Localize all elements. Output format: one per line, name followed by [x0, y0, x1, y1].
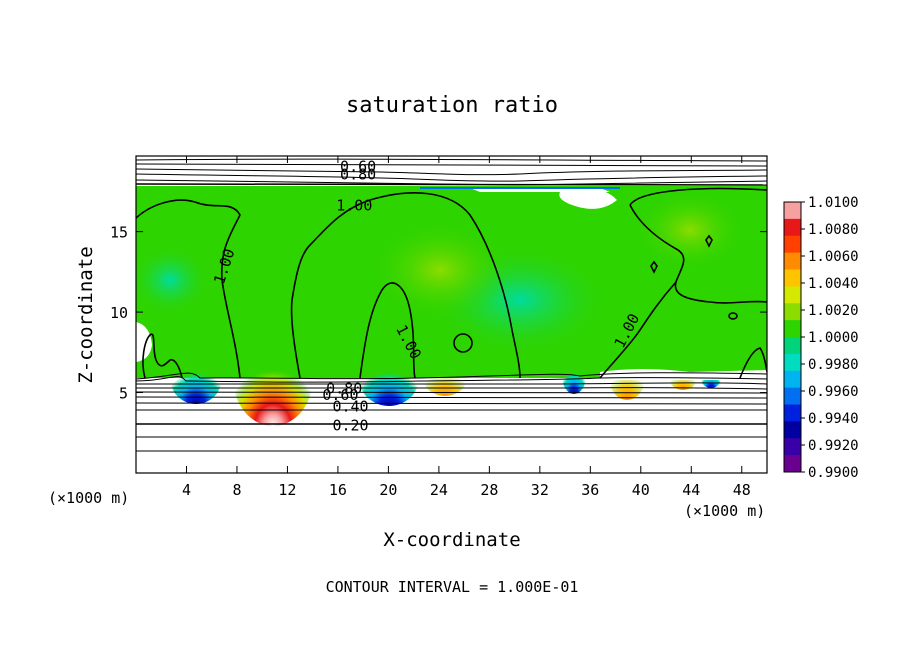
colorbar-label: 1.0020 [808, 303, 859, 319]
colorbar-label: 0.9940 [808, 411, 859, 427]
x-tick-label: 16 [329, 481, 347, 499]
chart-title: saturation ratio [346, 93, 558, 118]
y-tick-label: 10 [110, 304, 128, 322]
x-tick-label: 48 [733, 481, 751, 499]
saturation-contours [136, 187, 767, 379]
cold-spot-x34 [562, 358, 586, 394]
colorbar-label: 0.9920 [808, 438, 859, 454]
lime-patch-center [370, 220, 510, 320]
colorbar-segment [784, 455, 801, 473]
contour-label: 0.20 [332, 417, 368, 435]
colorbar-label: 1.0100 [808, 195, 859, 211]
cool-patch-left [136, 245, 210, 315]
x-tick-label: 12 [278, 481, 296, 499]
plot-frame [135, 155, 768, 474]
contour-label: 0.60 [322, 386, 358, 404]
y-axis-ticks: 5 10 15 [110, 224, 767, 403]
colorbar-segment [784, 235, 801, 254]
z-unit-note: (×1000 m) [684, 502, 765, 520]
x-tick-label: 8 [232, 481, 241, 499]
x-tick-label: 44 [682, 481, 700, 499]
x-axis-ticks: 4 8 12 16 20 24 28 32 36 40 44 48 [182, 156, 751, 499]
contour-labels: 0.600.801.001.001.00 1.000.800.600.400.20 [210, 158, 643, 435]
contour-label: 0.80 [340, 166, 376, 184]
colorbar-label: 0.9980 [808, 357, 859, 373]
colorbar-label: 1.0060 [808, 249, 859, 265]
colorbar-segment [784, 404, 801, 422]
colorbar-segment [784, 252, 801, 270]
lime-patch-right [635, 190, 745, 270]
plot-area: 0.600.801.001.001.00 1.000.800.600.400.20 [136, 156, 767, 473]
warm-spot-x24 [423, 360, 467, 396]
y-tick-label: 5 [119, 385, 128, 403]
colorbar-label: 0.9960 [808, 384, 859, 400]
colorbar-label: 1.0080 [808, 222, 859, 238]
x-tick-label: 28 [480, 481, 498, 499]
x-tick-label: 4 [182, 481, 191, 499]
white-gap-top-right [559, 188, 617, 209]
colorbar-segment [784, 202, 801, 220]
contour-label: 1.00 [336, 196, 372, 214]
contour-label: 0.60 [340, 158, 376, 176]
x-tick-label: 20 [379, 481, 397, 499]
colorbar-segment [784, 370, 801, 389]
colorbar-segment [784, 320, 801, 338]
colorbar-label: 1.0000 [808, 330, 859, 346]
white-gap-left-edge [136, 322, 152, 362]
x-tick-label: 40 [632, 481, 650, 499]
contour-label: 0.40 [332, 397, 368, 415]
colorbar: 1.0100 1.0080 1.0060 1.0040 1.0020 1.0000 0.99… [783, 195, 859, 481]
colorbar-segment [784, 353, 801, 372]
x-axis-label: X-coordinate [383, 529, 520, 551]
cold-spot-x4 [170, 352, 222, 404]
contour-label: 0.80 [326, 380, 362, 398]
colorbar-label: 1.0040 [808, 276, 859, 292]
colorbar-segment [784, 421, 801, 439]
colorbar-segment [784, 303, 801, 321]
x-tick-label: 24 [430, 481, 448, 499]
x-tick-label: 32 [531, 481, 549, 499]
y-axis-label: Z-coordinate [75, 246, 97, 383]
x-tick-label: 36 [581, 481, 599, 499]
colorbar-label: 0.9900 [808, 465, 859, 481]
colorbar-segment [784, 387, 801, 405]
colorbar-segment [784, 218, 801, 237]
x-unit-note: (×1000 m) [48, 489, 129, 507]
colorbar-segment [784, 269, 801, 287]
colorbar-segment [784, 337, 801, 355]
contour-interval-footer: CONTOUR INTERVAL = 1.000E-01 [326, 578, 579, 596]
colorbar-segment [784, 438, 801, 456]
colorbar-segment [784, 286, 801, 304]
y-tick-label: 15 [110, 224, 128, 242]
